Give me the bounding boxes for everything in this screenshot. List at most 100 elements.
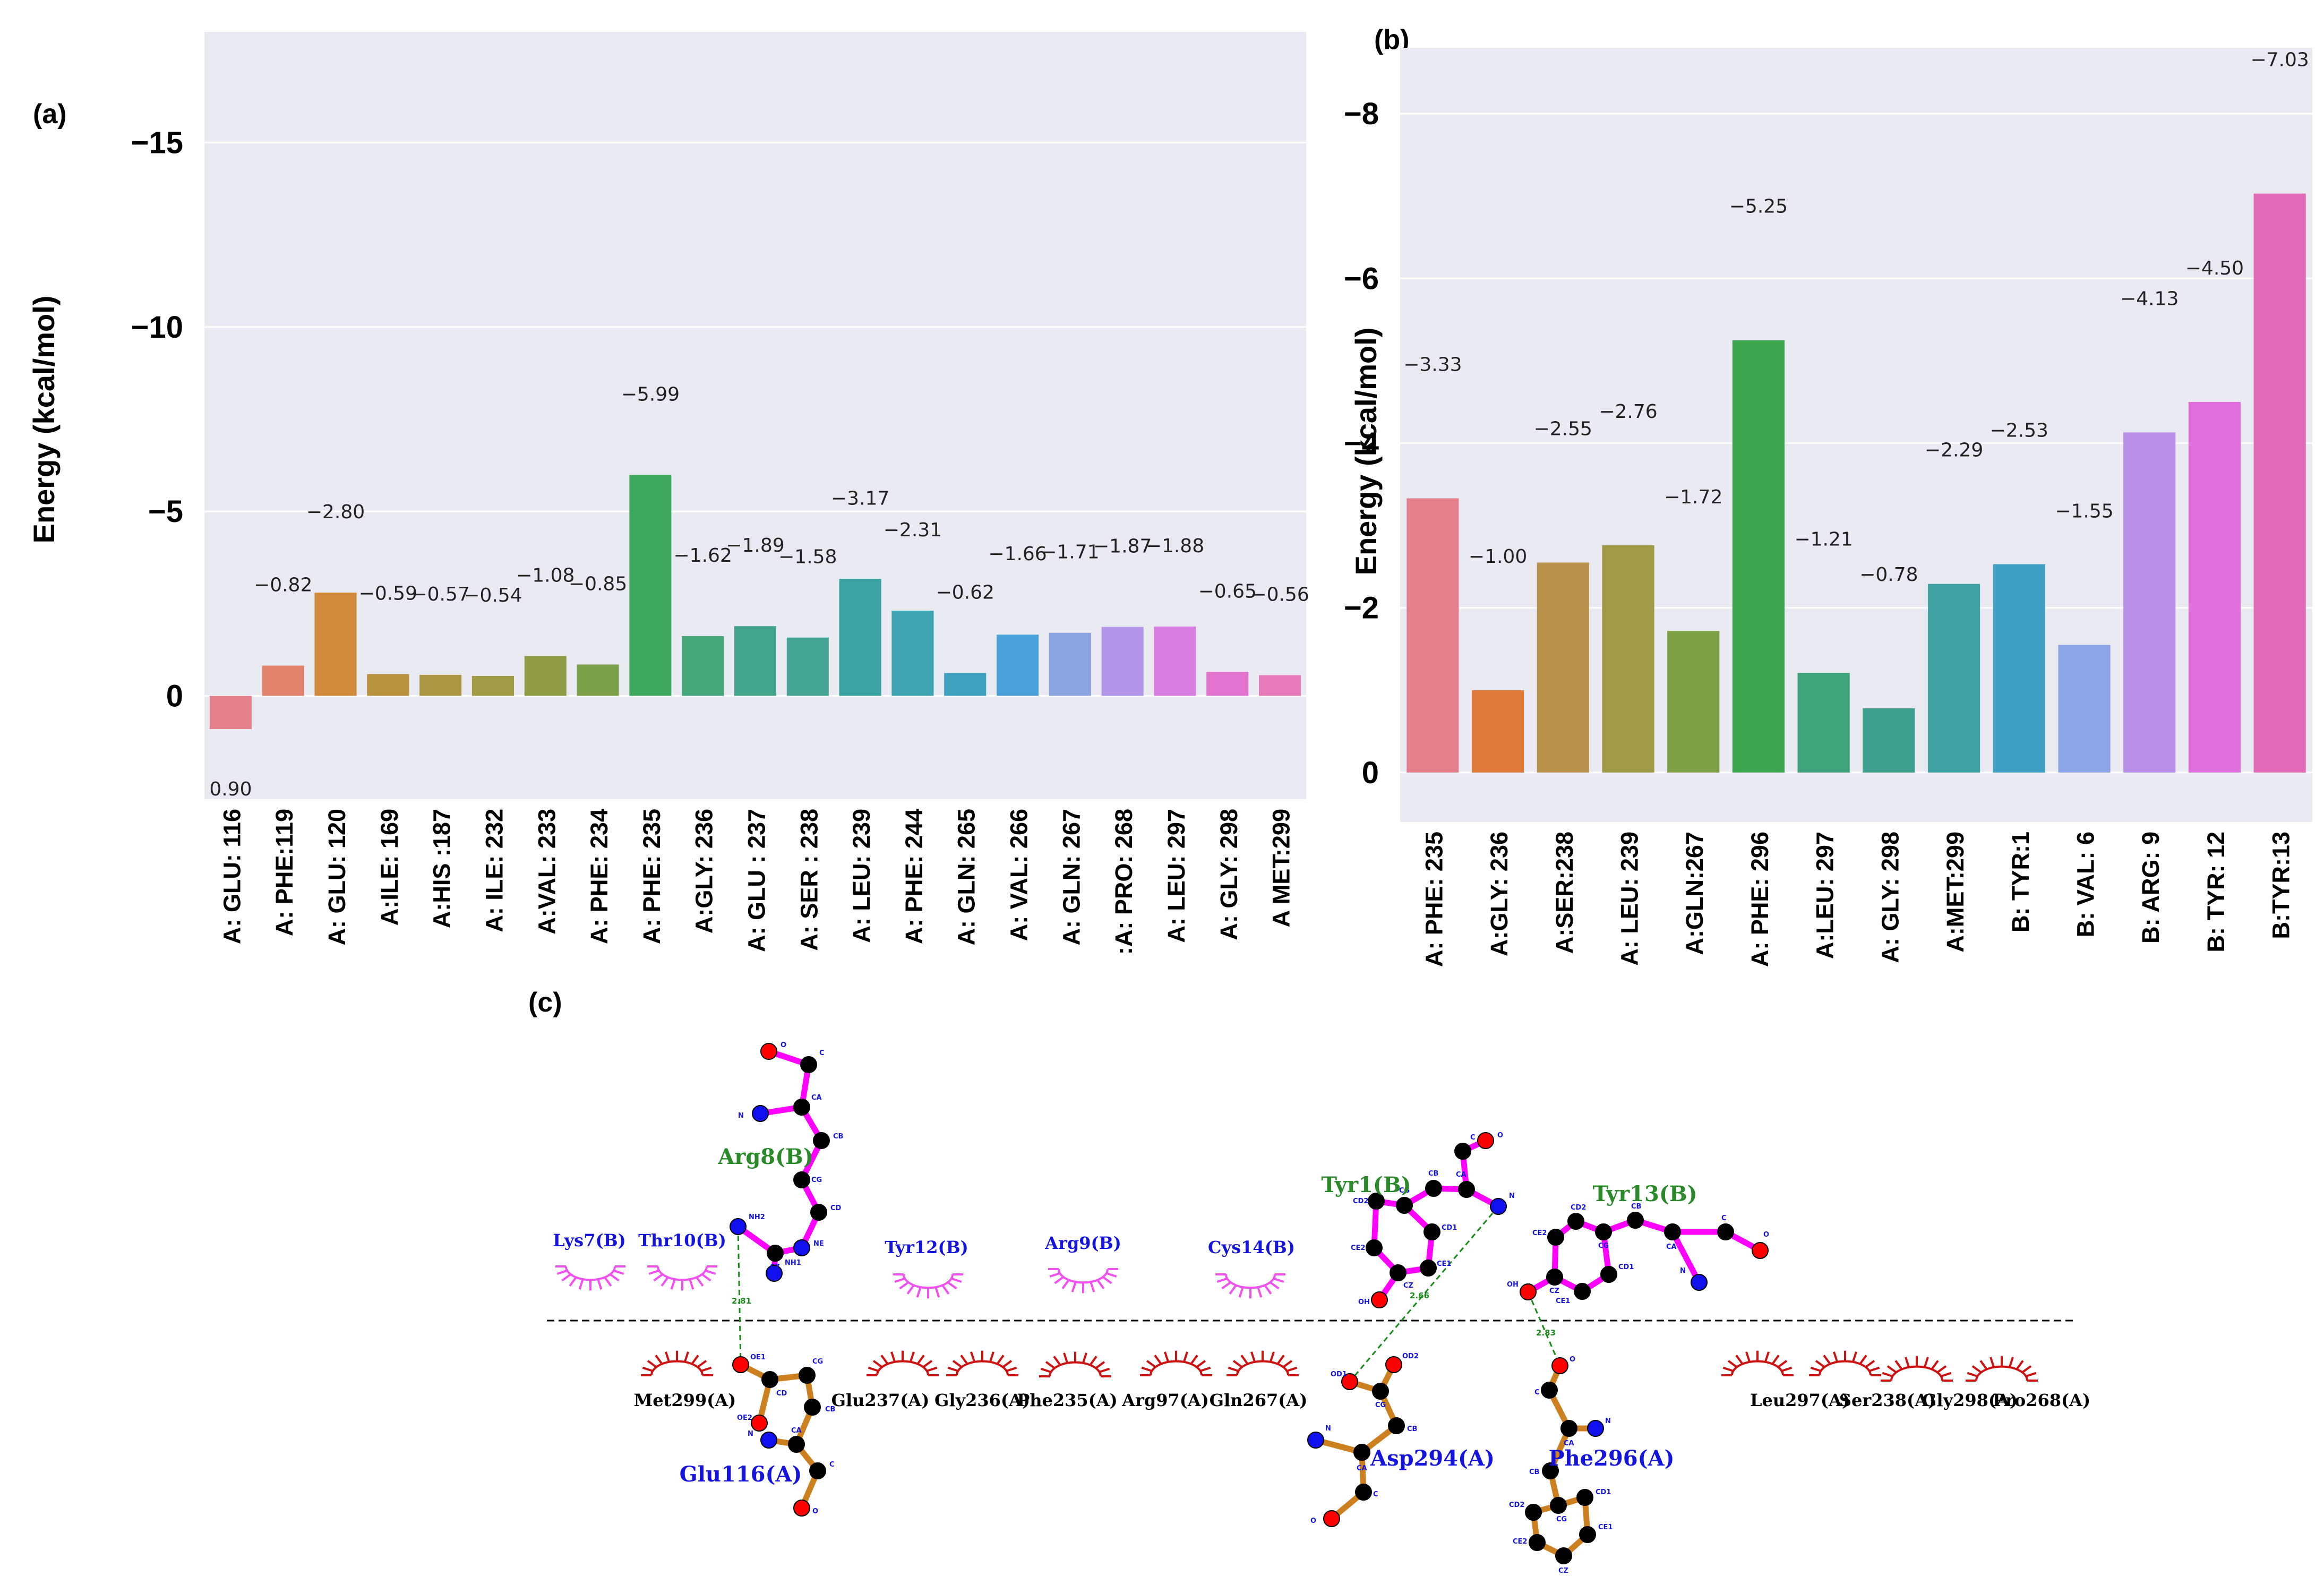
nitrogen-atom <box>730 1218 747 1235</box>
chart-a-ytick-label: −10 <box>131 310 183 345</box>
hydrophobic-contact-icon <box>1227 1350 1299 1376</box>
chart-a-category-label: A: GLY: 298 <box>1215 809 1242 940</box>
chart-b-value-label: −1.21 <box>1794 528 1853 550</box>
carbon-atom <box>761 1371 778 1388</box>
carbon-atom <box>1423 1223 1440 1240</box>
chart-a-ytick-label: −15 <box>131 125 183 160</box>
chart-b-value-label: −1.00 <box>1469 546 1527 568</box>
oxygen-atom <box>1371 1291 1388 1308</box>
chart-a-value-label: −0.56 <box>1250 584 1309 606</box>
carbon-atom <box>1541 1382 1558 1399</box>
chart-a-category-label: A:HIS :187 <box>428 809 456 928</box>
chart-a-value-label: −0.59 <box>359 583 417 604</box>
chart-a-bar <box>367 674 409 696</box>
nitrogen-atom <box>1490 1198 1507 1215</box>
carbon-atom <box>1388 1417 1405 1434</box>
atom-label: CG <box>1375 1401 1386 1409</box>
chart-b-bar <box>2123 432 2176 773</box>
atom-label: CD2 <box>1571 1204 1586 1212</box>
atom-label: CD <box>776 1390 787 1398</box>
atom-label: OD2 <box>1402 1352 1419 1360</box>
atom-label: O <box>1763 1231 1769 1239</box>
chart-a-bar <box>1101 627 1144 696</box>
atom-label: CZ <box>770 1263 780 1271</box>
atom-label: CB <box>833 1133 843 1141</box>
chart-a-category-label: :A: PRO: 268 <box>1110 809 1137 955</box>
chart-b-bar <box>1732 340 1785 773</box>
chart-b-category-label: A:GLY: 236 <box>1486 832 1513 956</box>
carbon-atom <box>800 1056 817 1073</box>
oxygen-atom <box>732 1356 749 1373</box>
chart-a-value-label: −0.57 <box>411 584 469 605</box>
hydrophobic-contact-icon <box>1881 1356 1953 1382</box>
atom-label: CD1 <box>1442 1224 1457 1232</box>
chart-b-bar <box>1797 673 1850 773</box>
chart-a-category-label: A:VAL: 233 <box>533 809 560 935</box>
chart-a-bar <box>1049 632 1091 696</box>
chart-b-category-label: A: LEU: 239 <box>1616 832 1643 966</box>
chart-a: 0.90 −0.82 −2.80 −0.59−0.57−0.54−1.08−0.85 −… <box>27 32 1309 955</box>
oxygen-atom <box>1520 1283 1537 1300</box>
atom-label: CE1 <box>1598 1523 1613 1531</box>
chart-a-value-label: −1.62 <box>674 545 732 567</box>
ligand-residue-label: Tyr13(B) <box>1592 1181 1697 1206</box>
atom-label: OE2 <box>737 1414 752 1422</box>
chart-b-category-label: B: VAL: 6 <box>2072 832 2099 937</box>
oxygen-atom <box>1323 1510 1340 1527</box>
chart-a-category-label: A: GLN: 267 <box>1058 809 1085 946</box>
carbon-atom <box>1664 1223 1681 1240</box>
chart-a-value-label: −0.85 <box>569 573 627 595</box>
chart-b-value-label: −4.50 <box>2185 258 2244 279</box>
chart-a-bar <box>524 656 567 696</box>
chart-b-bar <box>2188 401 2241 773</box>
chart-b-bar <box>1407 498 1459 773</box>
chart-a-category-label: A: PHE: 234 <box>586 809 613 944</box>
chart-b-ytick-label: −8 <box>1344 97 1379 131</box>
chart-b-value-label: −2.29 <box>1925 440 1983 461</box>
carbon-atom <box>1550 1497 1567 1514</box>
ligand-residue-label: Tyr1(B) <box>1321 1172 1411 1197</box>
chart-a-value-label: −1.71 <box>1041 542 1099 563</box>
chart-a-bar <box>1154 626 1196 696</box>
hydrophobic-residue-label: Met299(A) <box>634 1390 736 1410</box>
atom-label: CB <box>1529 1468 1539 1476</box>
chart-b-bar <box>1537 562 1589 773</box>
atom-label: OD1 <box>1331 1371 1347 1378</box>
atom-label: NH2 <box>749 1213 765 1221</box>
chart-a-bar <box>891 611 934 696</box>
hydrophobic-residue-label: Ser238(A) <box>1839 1390 1936 1410</box>
atom-label: N <box>1680 1267 1686 1275</box>
hbond-distance: 2.83 <box>1536 1328 1556 1338</box>
atom-label: O <box>1497 1132 1503 1140</box>
atom-label: CZ <box>1403 1282 1413 1290</box>
chart-b-bar <box>1993 564 2045 773</box>
atom-label: CB <box>1631 1203 1641 1211</box>
chart-a-category-label: A MET:299 <box>1268 809 1295 927</box>
carbon-atom <box>804 1399 821 1416</box>
atom-label: C <box>829 1461 835 1469</box>
chart-a-ytick-label: −5 <box>148 494 183 529</box>
atom-label: CG <box>1556 1515 1567 1523</box>
hydrophobic-residue-label: Gly298(A) <box>1922 1390 2018 1410</box>
carbon-atom <box>1595 1223 1612 1240</box>
atom-label: CE2 <box>1532 1229 1547 1237</box>
chart-a-bar <box>1259 675 1301 696</box>
nitrogen-atom <box>766 1265 783 1282</box>
chart-a-category-label: A: VAL: 266 <box>1006 809 1033 941</box>
chart-a-bar <box>839 579 881 696</box>
carbon-atom <box>1560 1420 1577 1437</box>
atom-label: C <box>1721 1214 1727 1222</box>
hydrophobic-residue-label: Cys14(B) <box>1208 1237 1295 1257</box>
carbon-atom <box>767 1245 784 1262</box>
hydrophobic-residue-label: Phe235(A) <box>1017 1390 1118 1410</box>
chart-b-bar <box>2058 645 2111 773</box>
chart-a-bar <box>314 592 357 696</box>
chart-a-bar <box>629 475 672 696</box>
hydrophobic-residue-label: Leu297(A) <box>1750 1390 1850 1410</box>
carbon-atom <box>1366 1239 1383 1256</box>
chart-b-bar <box>1667 631 1720 773</box>
chart-a-bar <box>944 673 987 696</box>
nitrogen-atom <box>1307 1432 1324 1449</box>
carbon-atom <box>1454 1143 1471 1160</box>
carbon-atom <box>810 1204 827 1221</box>
